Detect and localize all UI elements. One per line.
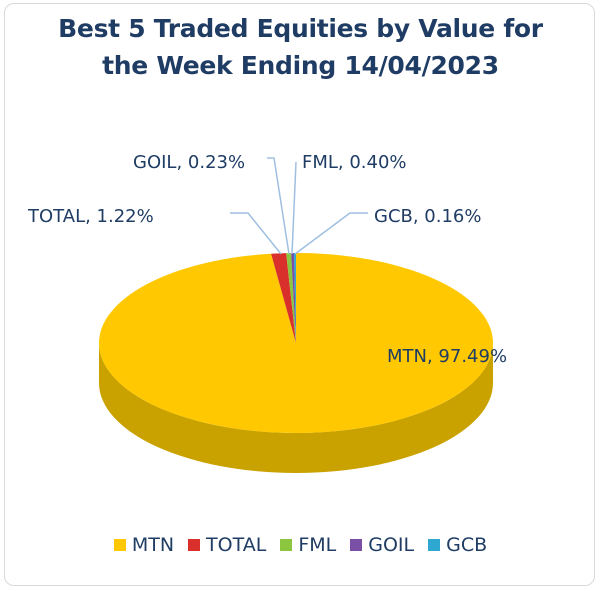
pie-slice-fml: [286, 253, 296, 343]
data-label-fml: FML, 0.40%: [302, 152, 407, 173]
data-label-gcb: GCB, 0.16%: [374, 206, 482, 227]
data-label-goil: GOIL, 0.23%: [133, 152, 245, 173]
legend-item-goil: GOIL: [350, 534, 414, 556]
pie-side-group: [99, 343, 493, 473]
leader-lines-group: [230, 157, 368, 255]
legend-label-goil: GOIL: [368, 534, 415, 556]
chart-title: Best 5 Traded Equities by Value for the …: [0, 10, 601, 84]
leader-line-gcb: [294, 212, 368, 255]
pie-side-mtn: [99, 343, 493, 473]
legend-swatch-gcb: [428, 539, 441, 551]
chart-title-line-1: Best 5 Traded Equities by Value for: [58, 14, 543, 43]
legend: MTN TOTAL FML GOIL GCB: [0, 534, 601, 556]
pie-slice-gcb: [294, 253, 296, 343]
legend-item-fml: FML: [280, 534, 336, 556]
pie-slice-total: [271, 253, 296, 343]
pie-slice-goil: [291, 253, 296, 343]
leader-line-total: [230, 212, 282, 255]
legend-swatch-goil: [350, 539, 363, 551]
legend-item-total: TOTAL: [188, 534, 266, 556]
chart-title-line-2: the Week Ending 14/04/2023: [102, 51, 499, 80]
legend-swatch-total: [188, 539, 201, 551]
legend-item-mtn: MTN: [113, 534, 175, 556]
legend-item-gcb: GCB: [428, 534, 487, 556]
pie-top-group: [99, 253, 494, 434]
legend-swatch-fml: [280, 539, 293, 551]
legend-label-total: TOTAL: [206, 534, 267, 556]
pie-slice-mtn: [99, 253, 494, 434]
legend-label-gcb: GCB: [446, 534, 488, 556]
leader-line-fml: [291, 161, 297, 255]
legend-swatch-mtn: [113, 539, 126, 551]
data-label-total: TOTAL, 1.22%: [27, 206, 154, 227]
legend-label-mtn: MTN: [131, 534, 175, 556]
leader-line-goil: [267, 157, 290, 255]
legend-label-fml: FML: [298, 534, 337, 556]
data-labels-group: MTN, 97.49% TOTAL, 1.22% FML, 0.40% GOIL, 0…: [27, 152, 507, 367]
data-label-mtn: MTN, 97.49%: [387, 346, 507, 367]
